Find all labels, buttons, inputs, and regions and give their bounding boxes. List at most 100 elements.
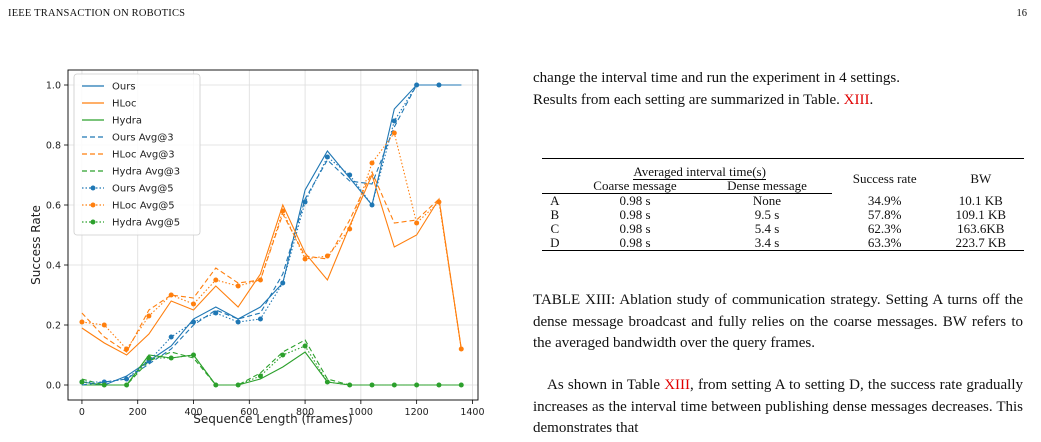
series-point <box>414 382 420 388</box>
x-tick-label: 400 <box>184 407 202 418</box>
series-point <box>280 208 286 214</box>
table-header-dense: Dense message <box>702 179 832 194</box>
series-point <box>436 199 442 205</box>
series-point <box>324 253 330 259</box>
series-point <box>458 382 464 388</box>
table-cell: 57.8% <box>867 207 902 222</box>
series-point <box>436 382 442 388</box>
chart-legend: Ours HLoc Hydra Ours Avg@3 HLoc Avg@3 Hydra A… <box>73 73 201 236</box>
chart-series <box>79 82 464 388</box>
series-point <box>124 376 130 382</box>
series-point <box>302 343 308 349</box>
series-point <box>324 154 330 160</box>
table-row: A 0.98 s None 34.9% 10.1 KB <box>542 192 1024 209</box>
series-point <box>414 220 420 226</box>
intro-line-2: Results from each setting are summarized… <box>533 91 840 108</box>
series-point <box>168 334 174 340</box>
y-tick-label: 0.2 <box>46 321 61 332</box>
table-row: D 0.98 s 3.4 s 63.3% 223.7 KB <box>542 236 1024 251</box>
y-tick-label: 0.0 <box>46 381 61 392</box>
ablation-table: Averaged interval time(s) Success rate B… <box>542 158 1024 251</box>
series-line <box>81 84 462 386</box>
series-point <box>391 130 397 136</box>
table-cell: 163.6KB <box>957 221 1005 236</box>
table-cell: 0.98 s <box>619 193 651 208</box>
y-tick-label: 0.4 <box>46 261 61 272</box>
success-rate-chart: 0 200 400 600 800 1000 1200 1400 0.0 0.2 0.4 0.6 0.8… <box>29 69 485 426</box>
series-point <box>213 382 219 388</box>
legend-marker <box>90 202 96 208</box>
table-cell: 0.98 s <box>619 221 651 236</box>
table-cell: 3.4 s <box>702 236 832 251</box>
series-point <box>124 382 130 388</box>
y-tick-label: 1.0 <box>46 81 61 92</box>
table-cell: 0.98 s <box>567 236 703 251</box>
table-caption: TABLE XIII: Ablation study of communicat… <box>533 292 1023 351</box>
series-point <box>280 352 286 358</box>
table-reference-link[interactable]: XIII <box>843 91 870 108</box>
plot-frame <box>67 69 479 401</box>
table-cell: D <box>542 236 568 251</box>
table-header-setting <box>542 179 568 194</box>
chart-axes: 0 200 400 600 800 1000 1200 1400 0.0 0.2 0.4 0.6 0.8… <box>46 69 485 418</box>
x-axis-label: Sequence Length (frames) <box>193 412 352 426</box>
series-point <box>168 355 174 361</box>
table-group-header: Averaged interval time(s) <box>633 164 766 180</box>
series-point <box>324 379 330 385</box>
body-paragraph: As shown in Table XIII, from setting A t… <box>533 375 1023 440</box>
series-point <box>391 118 397 124</box>
table-cell: 0.98 s <box>619 207 651 222</box>
series-point <box>235 319 241 325</box>
series-point <box>213 310 219 316</box>
x-tick-label: 800 <box>296 407 314 418</box>
table-cell: 63.3% <box>831 236 938 251</box>
page-number: 16 <box>1016 8 1028 19</box>
legend-label: Hydra <box>112 116 142 127</box>
table-cell: 10.1 KB <box>958 192 1003 208</box>
y-tick-label: 0.6 <box>46 201 61 212</box>
series-point <box>302 199 308 205</box>
series-point <box>347 226 353 232</box>
series-point <box>191 319 197 325</box>
series-point <box>79 319 85 325</box>
series-point <box>191 352 197 358</box>
series-point <box>235 283 241 289</box>
series-point <box>391 382 397 388</box>
series-line <box>81 339 462 386</box>
y-tick-label: 0.8 <box>46 141 61 152</box>
body-text-start: As shown in Table <box>547 377 660 393</box>
table-cell: 62.3% <box>867 221 902 236</box>
series-point <box>302 256 308 262</box>
x-tick-label: 600 <box>240 407 258 418</box>
series-point <box>146 313 152 319</box>
series-point <box>101 322 107 328</box>
table-row: C 0.98 s 5.4 s 62.3% 163.6KB <box>542 222 1024 236</box>
x-tick-label: 200 <box>129 407 147 418</box>
legend-label: Hydra Avg@3 <box>112 167 180 178</box>
legend-label: HLoc Avg@5 <box>112 201 175 212</box>
table-cell: A <box>550 193 560 208</box>
x-tick-label: 1400 <box>460 407 484 418</box>
x-tick-label: 1000 <box>349 407 373 418</box>
series-point <box>458 346 464 352</box>
intro-line-1: change the interval time and run the exp… <box>533 70 900 86</box>
series-point <box>191 301 197 307</box>
table-cell: 34.9% <box>867 192 902 208</box>
series-point <box>124 346 130 352</box>
table-cell: 223.7 KB <box>937 236 1024 251</box>
x-tick-label: 0 <box>79 407 85 418</box>
series-point <box>146 355 152 361</box>
series-line <box>81 84 462 386</box>
table-reference-link-2[interactable]: XIII <box>664 377 691 393</box>
table-header-bw: BW <box>970 171 992 187</box>
legend-label: Hydra Avg@5 <box>112 218 180 229</box>
series-point <box>436 82 442 88</box>
table-cell: B <box>550 207 560 222</box>
series-point <box>369 382 375 388</box>
series-point <box>347 172 353 178</box>
legend-box <box>73 73 201 236</box>
legend-label: Ours Avg@3 <box>112 133 174 144</box>
series-point <box>213 277 219 283</box>
series-line <box>81 170 462 353</box>
legend-marker <box>90 219 96 225</box>
